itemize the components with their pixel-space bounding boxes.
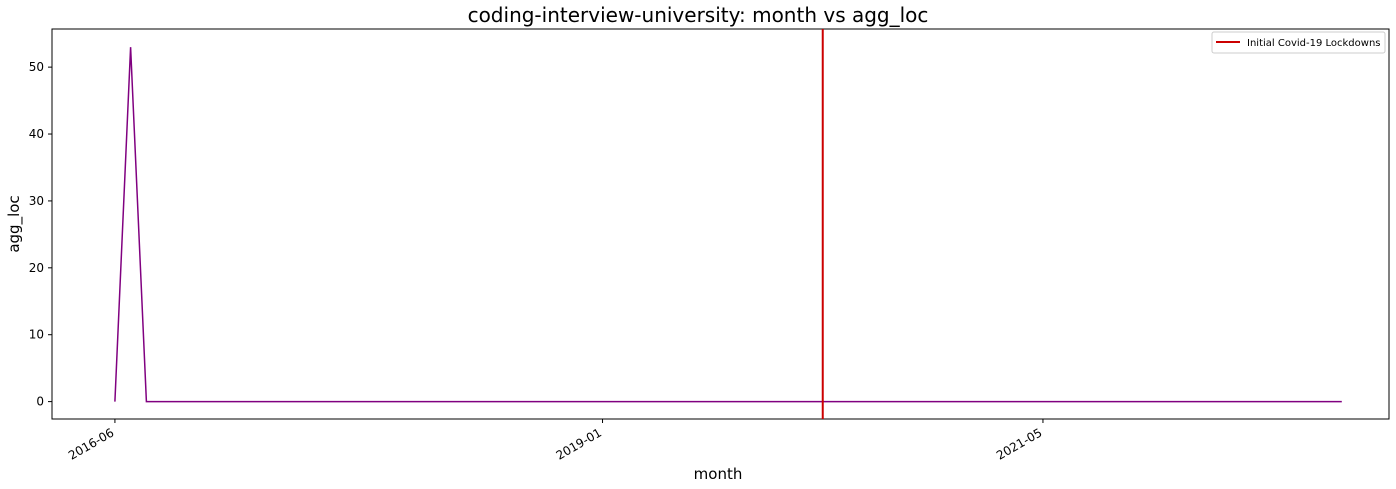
y-tick-label: 10 [29,328,44,342]
series-line [114,47,1342,403]
y-axis-label: agg_loc [5,195,24,252]
y-tick-label: 30 [29,194,44,208]
x-axis-label: month [694,465,743,483]
x-tick-label: 2019-01 [554,425,604,462]
y-tick-label: 0 [36,395,44,409]
x-axis: 2016-06 2019-01 2021-05 [66,419,1044,463]
chart-title: coding-interview-university: month vs ag… [468,3,929,27]
y-tick-label: 20 [29,261,44,275]
plot-area-frame [51,28,1390,420]
y-tick-label: 40 [29,127,44,141]
y-axis: 0 10 20 30 40 50 [29,60,52,409]
y-tick-label: 50 [29,60,44,74]
x-tick-label: 2016-06 [66,425,116,462]
series-layer [114,47,1342,403]
legend-box [1211,31,1386,54]
legend-label: Initial Covid-19 Lockdowns [1247,38,1381,49]
x-tick-label: 2021-05 [994,425,1044,462]
legend: Initial Covid-19 Lockdowns [1211,31,1386,54]
